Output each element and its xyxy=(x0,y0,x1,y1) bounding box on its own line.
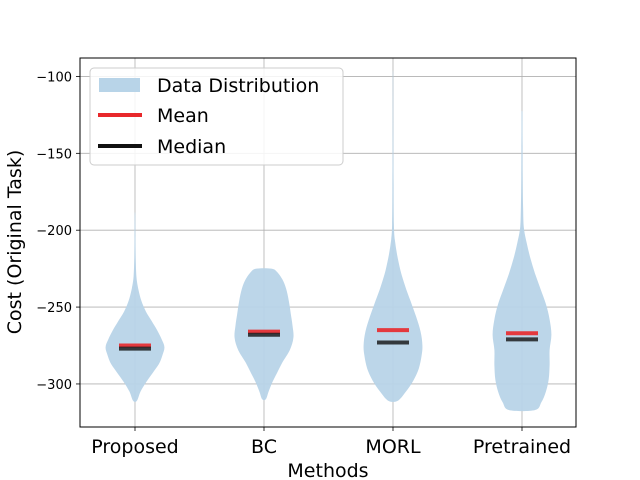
x-tick-label-bc: BC xyxy=(251,436,277,458)
y-tick-label: −250 xyxy=(36,301,72,316)
legend-label-median: Median xyxy=(157,136,226,158)
y-tick-label: −200 xyxy=(36,224,72,239)
legend: Data Distribution Mean Median xyxy=(89,67,344,166)
violin-morl xyxy=(363,70,423,403)
y-axis-label: Cost (Original Task) xyxy=(4,150,26,335)
x-axis-label: Methods xyxy=(287,460,368,480)
x-tick-label-pretrained: Pretrained xyxy=(473,436,571,458)
legend-frame xyxy=(89,67,344,166)
violin-proposed xyxy=(105,211,165,403)
legend-label-data-distribution: Data Distribution xyxy=(157,75,319,97)
violin-pretrained xyxy=(492,110,552,412)
y-tick-label: −100 xyxy=(36,70,72,85)
y-tick-label: −300 xyxy=(36,378,72,393)
ticks: −100 −150 −200 −250 −300 Proposed BC MORL Pretra… xyxy=(36,70,571,458)
x-tick-label-morl: MORL xyxy=(365,436,421,458)
mean-median-bars xyxy=(119,328,538,351)
x-tick-label-proposed: Proposed xyxy=(91,436,178,458)
legend-label-mean: Mean xyxy=(157,105,209,127)
legend-swatch-data-distribution xyxy=(99,78,140,92)
plot-frame xyxy=(79,57,577,428)
y-tick-label: −150 xyxy=(36,147,72,162)
